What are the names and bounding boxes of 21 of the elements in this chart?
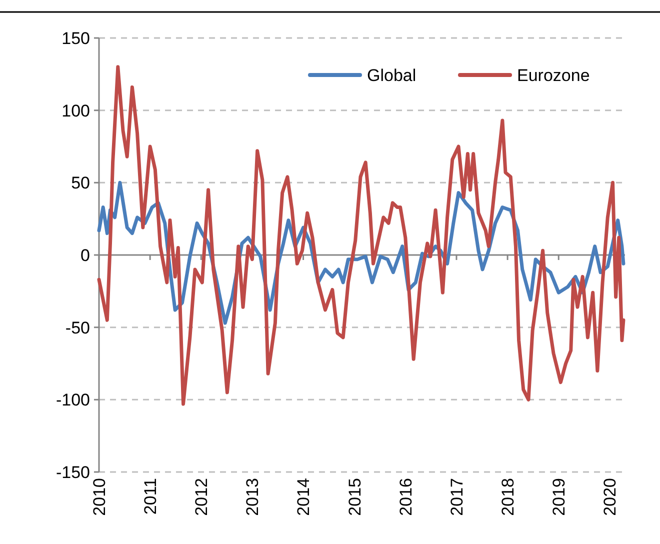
y-tick-label: -100 xyxy=(56,390,90,410)
x-tick-label: 2012 xyxy=(192,478,212,516)
y-tick-label: 0 xyxy=(80,246,90,265)
x-tick-label: 2018 xyxy=(498,478,518,516)
y-tick-label: 100 xyxy=(62,101,90,120)
line-series xyxy=(97,65,626,406)
x-tick-label: 2011 xyxy=(141,478,160,515)
y-tick-label: 50 xyxy=(71,174,90,193)
legend-label: Eurozone xyxy=(517,66,590,85)
x-tick-label: 2010 xyxy=(90,478,109,516)
y-tick-label: -50 xyxy=(65,318,90,338)
legend-label: Global xyxy=(367,66,416,85)
y-tick-label: -150 xyxy=(56,462,90,482)
x-tick-label: 2015 xyxy=(345,478,364,516)
x-tick-label: 2016 xyxy=(396,478,416,516)
x-tick-label: 2014 xyxy=(294,478,314,516)
x-tick-label: 2020 xyxy=(600,478,620,516)
x-tick-label: 2013 xyxy=(243,478,262,516)
x-tick-label: 2017 xyxy=(447,478,466,516)
y-tick-label: 150 xyxy=(62,28,90,48)
x-tick-label: 2019 xyxy=(550,478,569,516)
